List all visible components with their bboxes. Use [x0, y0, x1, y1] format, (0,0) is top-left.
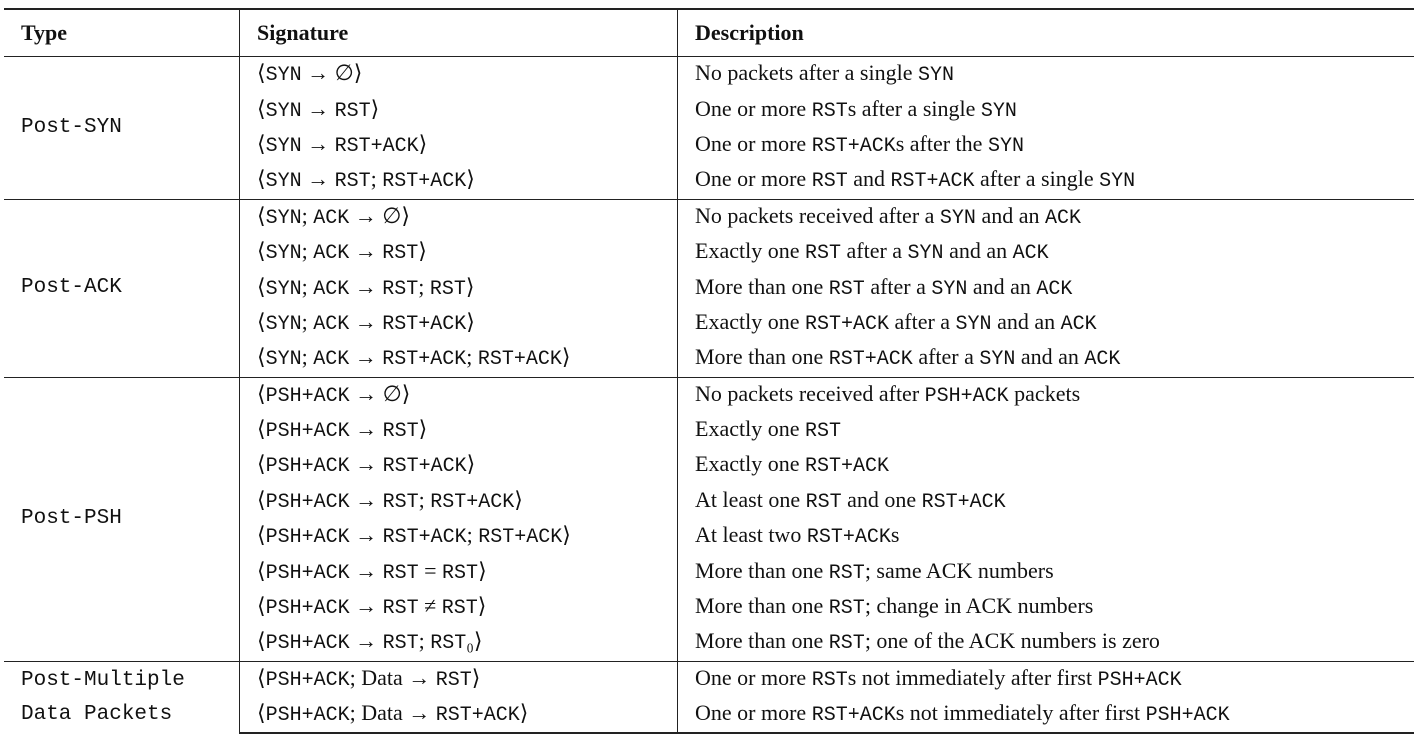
table-row: ⟨SYN; ACK → RST+ACK⟩ Exactly one RST+ACK … [4, 305, 1414, 342]
table-row: ⟨SYN; ACK → RST+ACK; RST+ACK⟩ More than o… [4, 341, 1414, 378]
signature-cell: ⟨PSH+ACK → RST+ACK; RST+ACK⟩ [239, 519, 678, 555]
header-row: Type Signature Description [4, 8, 1414, 57]
header-cell: Type [4, 8, 240, 57]
signature-cell: ⟨SYN → RST⟩ [239, 92, 678, 128]
type-cell: Post-ACK [4, 198, 240, 378]
table-row: Post-PSH ⟨PSH+ACK → ∅⟩ No packets received… [4, 376, 1414, 662]
signature-cell: ⟨PSH+ACK → RST⟩ [239, 412, 678, 449]
signature-cell: ⟨PSH+ACK → RST ≠ RST⟩ [239, 589, 678, 626]
signature-cell: ⟨PSH+ACK → RST; RST+ACK⟩ [239, 483, 678, 520]
table-row: ⟨PSH+ACK; Data → RST+ACK⟩ One or more RST… [4, 697, 1414, 735]
table-row: Post-SYN ⟨SYN → ∅⟩ No packets after a sing… [4, 56, 1414, 200]
table-row: ⟨PSH+ACK → RST ≠ RST⟩ More than one RST; … [4, 589, 1414, 626]
description-cell: Exactly one RST+ACK [695, 451, 889, 479]
header-cell: Signature [239, 8, 678, 57]
signature-cell: ⟨PSH+ACK → RST+ACK⟩ [239, 448, 678, 484]
row-group: Post-PSH ⟨PSH+ACK → ∅⟩ No packets received… [4, 376, 1414, 662]
signature-cell: ⟨PSH+ACK; Data → RST+ACK⟩ [239, 697, 678, 735]
table-header: Type Signature Description [4, 8, 1414, 57]
signature-cell: ⟨SYN; ACK → ∅⟩ [239, 198, 678, 235]
signature-cell: ⟨PSH+ACK → RST = RST⟩ [239, 554, 678, 590]
type-cell: Post-SYN [4, 56, 240, 200]
table-row: ⟨PSH+ACK → RST+ACK; RST+ACK⟩ At least two… [4, 519, 1414, 555]
description-cell: No packets received after a SYN and an A… [677, 198, 1414, 235]
signature-cell: ⟨PSH+ACK → RST; RST₀⟩ [239, 625, 678, 662]
signature-cell: ⟨SYN → ∅⟩ [239, 56, 678, 93]
table-row: ⟨SYN → RST; RST+ACK⟩ One or more RST and … [4, 163, 1414, 200]
signature-cell: ⟨SYN; ACK → RST+ACK; RST+ACK⟩ [239, 341, 678, 378]
description-cell: One or more RSTs not immediately after f… [677, 660, 1414, 698]
description-cell: Exactly one RST after a SYN and an ACK [695, 238, 1049, 266]
table-row: ⟨PSH+ACK → RST; RST₀⟩ More than one RST; … [4, 625, 1414, 662]
description-cell: More than one RST+ACK after a SYN and an… [695, 344, 1121, 372]
table-row: ⟨SYN; ACK → RST⟩ Exactly one RST after a … [4, 234, 1414, 271]
description-cell: At least two RST+ACKs [695, 522, 900, 550]
description-cell: No packets received after PSH+ACK packet… [677, 376, 1414, 413]
signature-cell: ⟨SYN; ACK → RST; RST⟩ [239, 270, 678, 306]
description-cell: More than one RST; same ACK numbers [695, 557, 1054, 585]
table-row: ⟨PSH+ACK → RST = RST⟩ More than one RST; … [4, 554, 1414, 590]
type-cell: Post-Multiple Data Packets [4, 660, 240, 734]
table-row: Post-Multiple Data Packets ⟨PSH+ACK; Data… [4, 660, 1414, 734]
description-cell: More than one RST; one of the ACK number… [695, 628, 1160, 656]
description-cell: One or more RSTs after a single SYN [695, 95, 1017, 123]
header-cell: Description [677, 8, 1414, 57]
description-cell: More than one RST; change in ACK numbers [695, 593, 1094, 621]
description-cell: One or more RST+ACKs after the SYN [695, 130, 1024, 158]
table-row: ⟨SYN → RST⟩ One or more RSTs after a sing… [4, 92, 1414, 128]
signature-cell: ⟨SYN; ACK → RST+ACK⟩ [239, 305, 678, 342]
description-cell: No packets after a single SYN [677, 56, 1414, 93]
type-cell: Post-PSH [4, 376, 240, 662]
description-cell: At least one RST and one RST+ACK [695, 486, 1006, 514]
description-cell: Exactly one RST+ACK after a SYN and an A… [695, 308, 1097, 336]
row-group: Post-ACK ⟨SYN; ACK → ∅⟩ No packets receive… [4, 198, 1414, 378]
row-group: Post-SYN ⟨SYN → ∅⟩ No packets after a sing… [4, 56, 1414, 200]
signature-cell: ⟨PSH+ACK; Data → RST⟩ [239, 660, 678, 698]
table-row: ⟨PSH+ACK → RST⟩ Exactly one RST [4, 412, 1414, 449]
table-row: ⟨SYN → RST+ACK⟩ One or more RST+ACKs afte… [4, 127, 1414, 164]
description-cell: Exactly one RST [695, 416, 841, 444]
table-row: Post-ACK ⟨SYN; ACK → ∅⟩ No packets receive… [4, 198, 1414, 378]
description-cell: One or more RST and RST+ACK after a sing… [695, 166, 1136, 194]
signature-cell: ⟨SYN; ACK → RST⟩ [239, 234, 678, 271]
signature-cell: ⟨SYN → RST+ACK⟩ [239, 127, 678, 164]
description-cell: More than one RST after a SYN and an ACK [695, 273, 1073, 301]
table-row: ⟨SYN; ACK → RST; RST⟩ More than one RST a… [4, 270, 1414, 306]
table-row: ⟨PSH+ACK → RST; RST+ACK⟩ At least one RST… [4, 483, 1414, 520]
table-row: ⟨PSH+ACK → RST+ACK⟩ Exactly one RST+ACK [4, 448, 1414, 484]
signature-cell: ⟨PSH+ACK → ∅⟩ [239, 376, 678, 413]
description-cell: One or more RST+ACKs not immediately aft… [677, 697, 1414, 735]
signature-cell: ⟨SYN → RST; RST+ACK⟩ [239, 163, 678, 200]
row-group: Post-Multiple Data Packets ⟨PSH+ACK; Data… [4, 660, 1414, 735]
table: Type Signature Description Post-SYN ⟨SYN … [4, 8, 1414, 735]
